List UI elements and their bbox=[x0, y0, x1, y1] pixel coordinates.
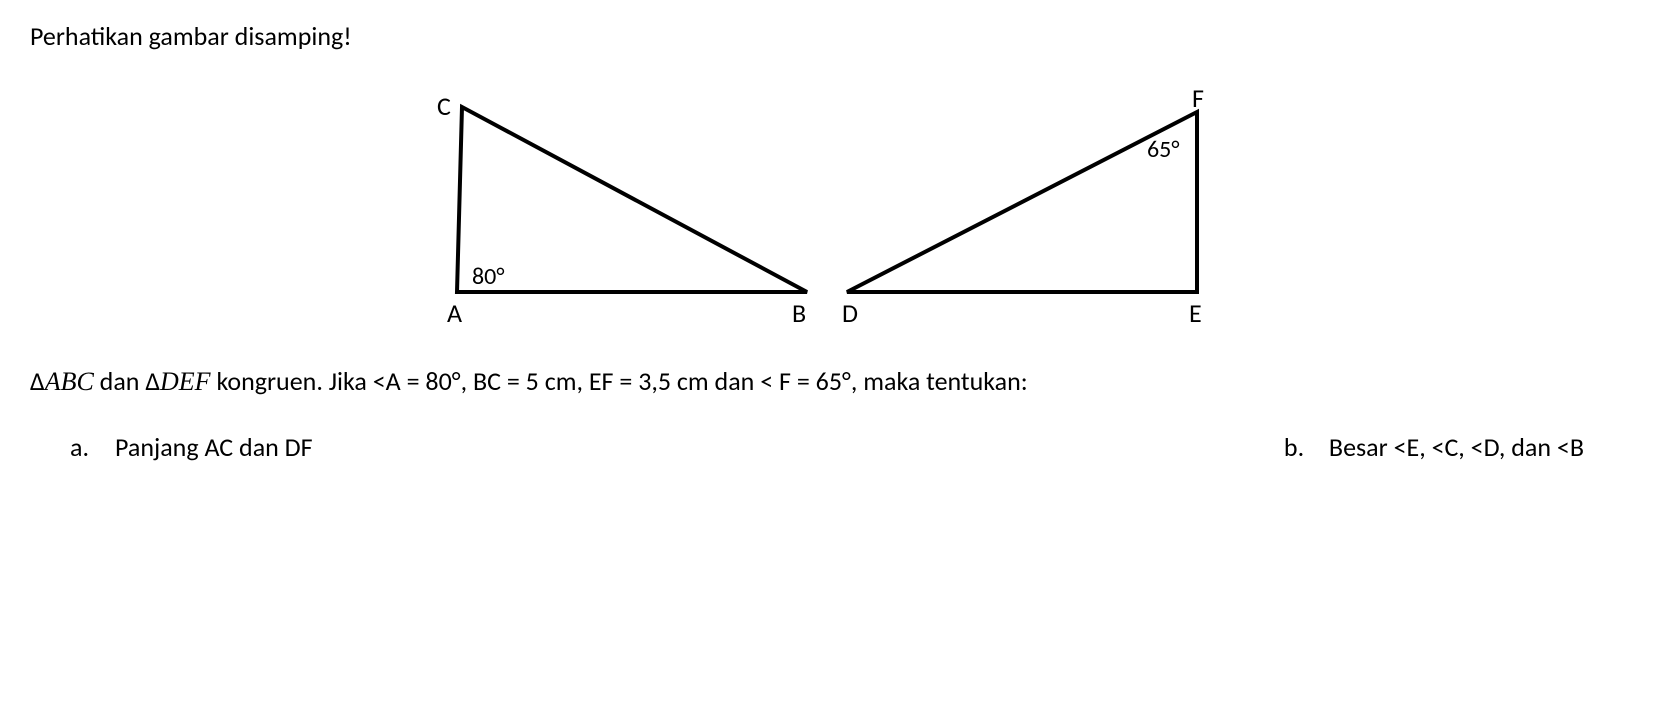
intro-text: Perhatikan gambar disamping! bbox=[30, 20, 1624, 52]
angle-f-label: 65° bbox=[1147, 135, 1179, 164]
triangle-abc-name: ABC bbox=[45, 367, 94, 396]
question-b: b. Besar <E, <C, <D, dan <B bbox=[1284, 431, 1584, 463]
question-b-text: Besar <E, <C, <D, dan <B bbox=[1329, 431, 1584, 463]
question-a-label: a. bbox=[70, 431, 95, 463]
triangle-def bbox=[847, 112, 1197, 292]
label-d: D bbox=[842, 297, 858, 329]
triangle-abc bbox=[457, 107, 807, 292]
question-a: a. Panjang AC dan DF bbox=[70, 431, 313, 463]
triangle-def-name: DEF bbox=[160, 367, 211, 396]
label-f: F bbox=[1192, 82, 1204, 114]
problem-and: dan Δ bbox=[94, 365, 160, 397]
questions-row: a. Panjang AC dan DF b. Besar <E, <C, <D… bbox=[30, 431, 1624, 463]
label-a: A bbox=[447, 297, 462, 329]
label-e: E bbox=[1189, 297, 1202, 329]
problem-conditions: kongruen. Jika <A = 80°, BC = 5 cm, EF =… bbox=[211, 365, 1028, 397]
diagram-container: C A B D E F 80° 65° bbox=[30, 82, 1624, 332]
problem-statement: ΔABC dan ΔDEF kongruen. Jika <A = 80°, B… bbox=[30, 362, 1624, 401]
triangles-diagram: C A B D E F 80° 65° bbox=[407, 82, 1247, 332]
question-a-text: Panjang AC dan DF bbox=[115, 431, 313, 463]
question-b-label: b. bbox=[1284, 431, 1309, 463]
label-b: B bbox=[792, 297, 806, 329]
delta-1: Δ bbox=[30, 365, 45, 397]
angle-a-label: 80° bbox=[472, 262, 504, 291]
label-c: C bbox=[437, 90, 451, 122]
